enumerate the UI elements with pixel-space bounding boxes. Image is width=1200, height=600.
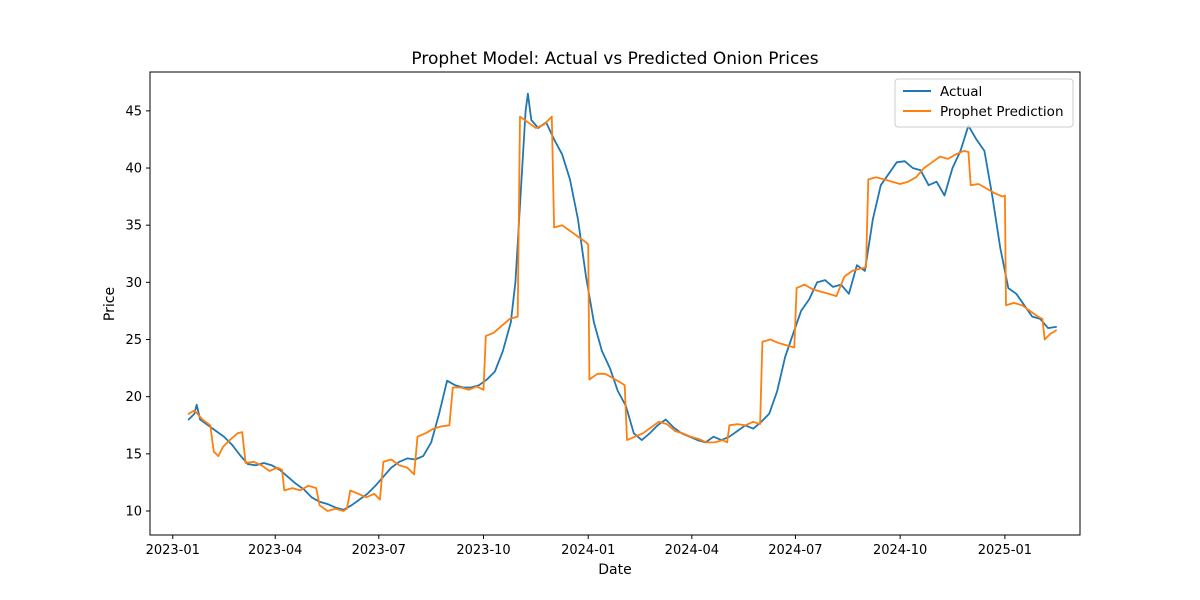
y-tick-label-2: 20 bbox=[125, 390, 142, 405]
x-tick-label-0: 2023-01 bbox=[146, 543, 200, 558]
series-line-1 bbox=[187, 115, 1057, 512]
y-tick-label-5: 35 bbox=[125, 219, 142, 234]
x-tick-label-8: 2025-01 bbox=[978, 543, 1032, 558]
x-tick-label-4: 2024-01 bbox=[561, 543, 615, 558]
x-tick-label-5: 2024-04 bbox=[665, 543, 719, 558]
plot-frame bbox=[149, 71, 1081, 536]
x-tick-label-6: 2024-07 bbox=[768, 543, 822, 558]
legend-box bbox=[894, 78, 1074, 128]
plot-lines bbox=[187, 92, 1057, 512]
y-tick-label-6: 40 bbox=[125, 162, 142, 177]
legend: Actual Prophet Prediction bbox=[894, 78, 1074, 128]
x-tick-label-3: 2023-10 bbox=[456, 543, 510, 558]
x-tick-label-1: 2023-04 bbox=[248, 543, 302, 558]
series-line-0 bbox=[187, 92, 1057, 511]
y-tick-label-7: 45 bbox=[125, 104, 142, 119]
legend-label-prediction: Prophet Prediction bbox=[940, 104, 1064, 120]
x-axis-label: Date bbox=[598, 562, 631, 578]
x-tick-label-2: 2023-07 bbox=[352, 543, 406, 558]
x-tick-label-7: 2024-10 bbox=[873, 543, 927, 558]
chart-title: Prophet Model: Actual vs Predicted Onion… bbox=[411, 49, 818, 69]
y-tick-label-1: 15 bbox=[125, 447, 142, 462]
y-tick-label-4: 30 bbox=[125, 276, 142, 291]
y-axis: 10 15 20 25 30 35 40 45 bbox=[125, 104, 150, 519]
legend-label-actual: Actual bbox=[940, 84, 982, 100]
y-tick-label-3: 25 bbox=[125, 333, 142, 348]
y-tick-label-0: 10 bbox=[125, 504, 142, 519]
x-axis: 2023-01 2023-04 2023-07 2023-10 2024-01 2024-… bbox=[146, 535, 1032, 558]
y-axis-label: Price bbox=[102, 287, 118, 321]
